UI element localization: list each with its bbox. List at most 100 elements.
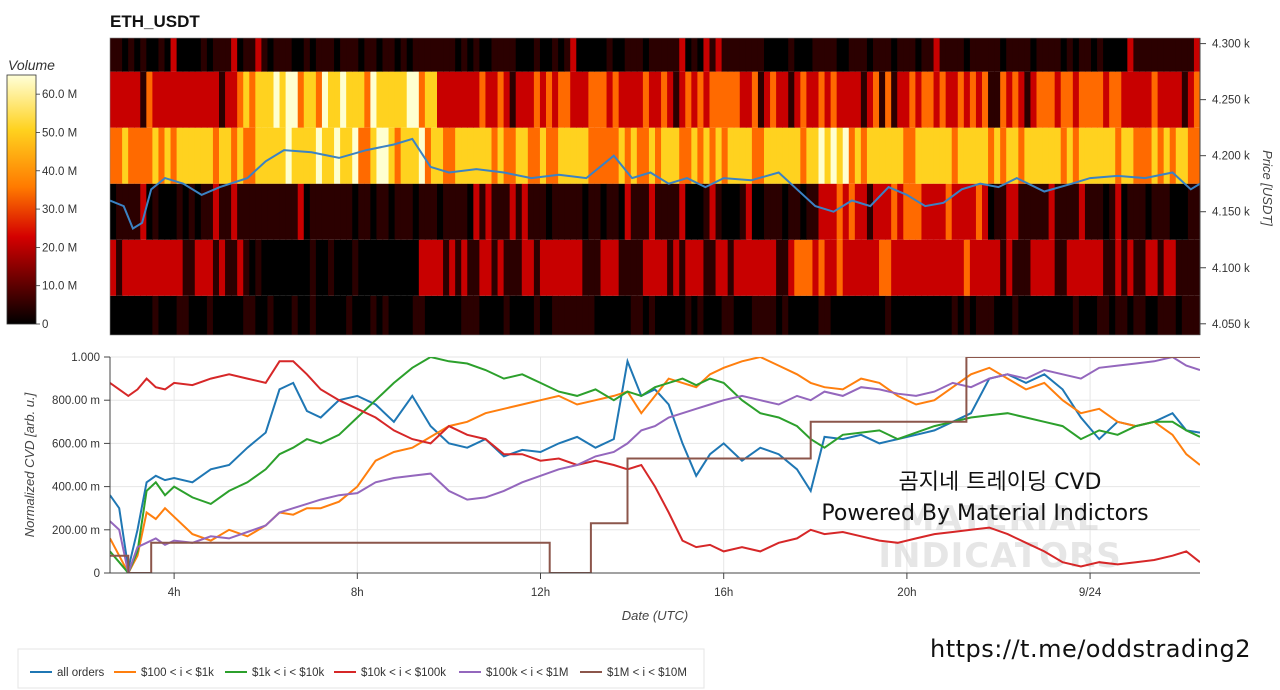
heatmap-cell [237,38,244,72]
heatmap-cell [225,38,232,72]
heatmap-cell [1084,295,1092,335]
heatmap-cell [291,239,299,296]
legend-item-label[interactable]: all orders [57,667,105,679]
heatmap-cell [588,127,596,184]
heatmap-cell [170,183,178,240]
heatmap-cell [624,127,632,184]
heatmap-cell [963,38,971,72]
heatmap-cell [770,127,777,184]
heatmap-cell [800,183,807,240]
heatmap-cell [1181,239,1189,296]
telegram-link[interactable]: https://t.me/oddstrading2 [930,635,1251,663]
heatmap-cell [388,183,396,240]
heatmap-cell [364,71,371,128]
heatmap-cell [1000,71,1007,128]
cvd-y-tick-label: 0 [94,568,100,580]
heatmap-cell [854,295,862,335]
heatmap-cell [328,183,335,240]
heatmap-cell [788,295,795,335]
heatmap-cell [1072,71,1080,128]
heatmap-cell [279,295,287,335]
heatmap-cell [388,127,396,184]
heatmap-cell [1169,183,1177,240]
heatmap-cell [279,127,287,184]
heatmap-cell [739,239,747,296]
heatmap-cell [176,127,184,184]
heatmap-cell [364,183,371,240]
heatmap-cell [1151,239,1159,296]
cvd-x-axis: 4h 8h 12h 16h 20h 9/24 [168,573,1102,599]
heatmap-cell [164,183,172,240]
heatmap-cell [497,295,505,335]
heatmap-cell [648,127,656,184]
heatmap-cell [703,295,711,335]
heatmap-cell [576,127,583,184]
heatmap-cell [303,239,311,296]
legend-item-label[interactable]: $10k < i < $100k [361,667,446,679]
heatmap-cell [346,71,353,128]
heatmap-cell [533,295,541,335]
heatmap-cell [703,183,711,240]
heatmap-cell [328,239,335,296]
heatmap-cell [800,38,807,72]
heatmap-cell [782,127,789,184]
heatmap-cell [291,183,299,240]
heatmap-cell [503,183,511,240]
heatmap-cell [152,38,160,72]
heatmap-cell [382,127,390,184]
legend-item-label[interactable]: $100 < i < $1k [141,667,214,679]
heatmap-cell [933,239,941,296]
heatmap-cell [128,38,135,72]
heatmap-cell [1169,127,1177,184]
legend-item-label[interactable]: $1k < i < $10k [252,667,324,679]
heatmap-cell [334,38,341,72]
heatmap-cell [927,239,935,296]
heatmap-cell [951,127,959,184]
heatmap-cell [1036,71,1044,128]
heatmap-cell [1145,295,1153,335]
heatmap-cell [588,239,596,296]
heatmap-cell [727,38,735,72]
heatmap-cell [509,38,517,72]
heatmap-cell [1103,239,1110,296]
heatmap-cell [842,183,850,240]
heatmap-cell [437,127,444,184]
heatmap-cell [225,239,232,296]
heatmap-cell [424,71,432,128]
heatmap-cell [745,38,753,72]
heatmap-cell [957,38,965,72]
heatmap-cell [285,71,293,128]
heatmap-cell [969,183,977,240]
heatmap-cell [709,71,717,128]
heatmap-cell [1060,71,1068,128]
heatmap-cell [370,71,378,128]
legend-item-label[interactable]: $1M < i < $10M [607,667,687,679]
heatmap-cell [394,239,402,296]
heatmap-cell [1030,239,1038,296]
heatmap-cell [885,183,892,240]
heatmap-cell [455,183,462,240]
heatmap-cell [267,71,275,128]
heatmap-cell [455,127,462,184]
heatmap-cell [588,71,596,128]
heatmap-cell [243,71,250,128]
heatmap-cell [570,38,577,72]
heatmap-cell [697,183,705,240]
heatmap-cell [400,127,408,184]
heatmap-cell [1066,127,1074,184]
heatmap-cell [667,295,674,335]
heatmap-cell [879,295,886,335]
heatmap-cell [1193,183,1200,240]
heatmap-cell [437,38,444,72]
heatmap-cell [951,38,959,72]
heatmap-cell [279,183,287,240]
heatmap-cell [388,38,396,72]
heatmap-cell [842,127,850,184]
heatmap-cell [110,38,117,72]
heatmap-cell [1121,38,1128,72]
heatmap-cell [1091,183,1098,240]
heatmap-cell [237,295,244,335]
heatmap-cell [406,71,414,128]
price-line [110,137,1200,230]
legend-item-label[interactable]: $100k < i < $1M [486,667,568,679]
